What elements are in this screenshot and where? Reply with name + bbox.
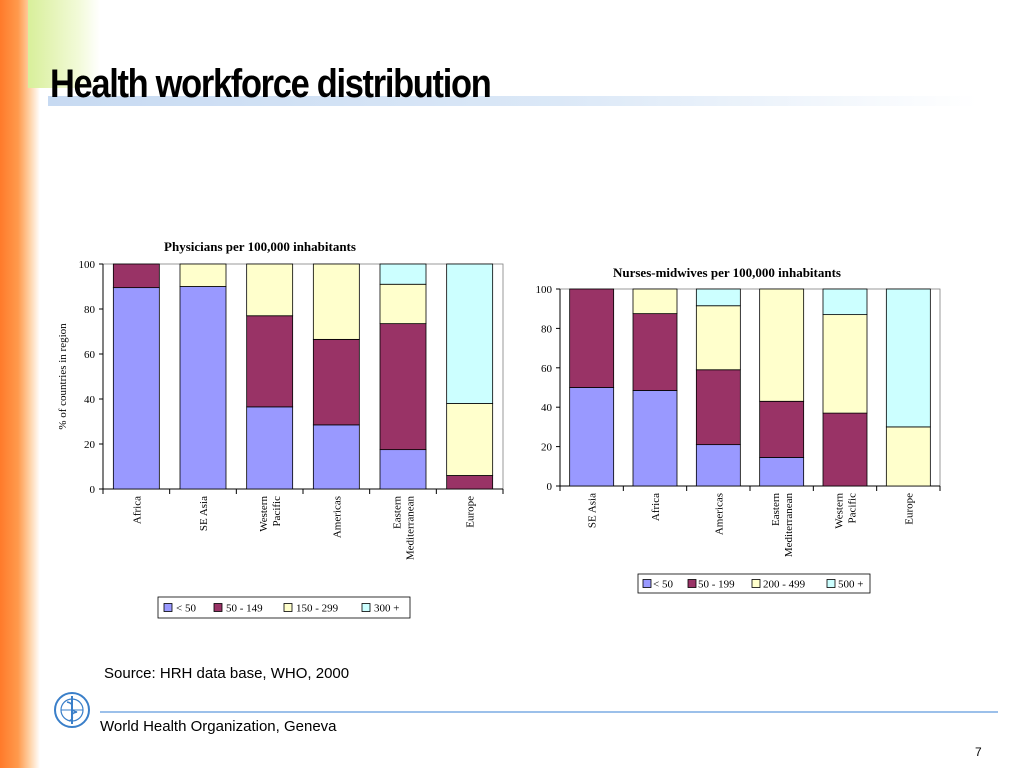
bar-segment	[112, 287, 160, 490]
slide-title: Health workforce distribution	[50, 62, 492, 106]
legend-swatch	[283, 603, 293, 612]
bar-segment	[822, 314, 868, 414]
bar-segment	[379, 449, 427, 490]
x-category-label: Eastern	[770, 493, 782, 526]
legend-swatch	[213, 603, 223, 612]
bar-segment	[246, 406, 294, 490]
x-category-label: Africa	[131, 496, 143, 524]
legend-swatch	[361, 603, 371, 612]
bar-segment	[446, 403, 494, 476]
legend-label: 500 +	[838, 579, 863, 591]
x-category-label: Pacific	[847, 493, 859, 524]
bar-segment	[695, 444, 741, 487]
bar-segment	[759, 400, 805, 458]
legend-label: 50 - 149	[226, 603, 263, 615]
bar-segment	[632, 390, 678, 487]
bar-segment	[885, 288, 931, 428]
nurses-chart: Nurses-midwives per 100,000 inhabitants 0…	[536, 265, 941, 594]
legend-swatch	[642, 579, 652, 588]
legend-swatch	[163, 603, 173, 612]
x-category-label: SE Asia	[587, 493, 599, 528]
bar-segment	[822, 288, 868, 316]
bar-segment	[312, 424, 360, 490]
legend-label: < 50	[176, 603, 196, 615]
y-tick-label: 80	[84, 304, 96, 316]
legend-label: 50 - 199	[698, 579, 735, 591]
legend-label: 300 +	[374, 603, 399, 615]
bar-segment	[759, 288, 805, 402]
bar-segment	[112, 263, 160, 289]
footer-organization: World Health Organization, Geneva	[100, 718, 337, 735]
x-category-label: Pacific	[271, 496, 283, 527]
top-decorative-block	[28, 0, 100, 88]
bar-segment	[695, 369, 741, 446]
x-category-label: Mediterranean	[783, 493, 795, 558]
bar-segment	[246, 315, 294, 408]
x-category-label: Americas	[331, 496, 343, 538]
x-category-label: Americas	[713, 493, 725, 535]
y-tick-label: 60	[541, 363, 553, 375]
y-tick-label: 0	[90, 484, 96, 496]
y-tick-label: 20	[541, 442, 553, 454]
bar-segment	[446, 263, 494, 404]
footer-divider	[100, 711, 998, 713]
legend-swatch	[687, 579, 697, 588]
bar-segment	[569, 288, 615, 388]
bar-segment	[312, 263, 360, 340]
y-tick-label: 100	[536, 284, 553, 296]
x-category-label: Europe	[903, 493, 915, 525]
title-underline-bar	[48, 96, 978, 106]
bar-segment	[379, 283, 427, 325]
x-category-label: Africa	[650, 493, 662, 521]
source-note: Source: HRH data base, WHO, 2000	[104, 665, 350, 682]
left-decorative-band	[0, 0, 40, 768]
plot-area	[102, 263, 504, 490]
chart-title: Nurses-midwives per 100,000 inhabitants	[613, 265, 841, 280]
bar-segment	[379, 263, 427, 285]
bar-segment	[246, 263, 294, 317]
y-tick-label: 80	[541, 323, 553, 335]
bar-segment	[379, 323, 427, 451]
x-category-label: Mediterranean	[405, 496, 417, 561]
bar-segment	[569, 387, 615, 487]
y-tick-label: 40	[84, 394, 96, 406]
plot-area	[559, 288, 941, 487]
bar-segment	[179, 263, 227, 287]
who-emblem-icon	[52, 690, 92, 735]
legend-swatch	[751, 579, 761, 588]
y-tick-label: 100	[79, 259, 96, 271]
bar-segment	[695, 305, 741, 371]
bar-segment	[446, 475, 494, 490]
page-number: 7	[975, 745, 982, 759]
bar-segment	[632, 313, 678, 391]
x-category-label: SE Asia	[198, 496, 210, 531]
legend-label: 150 - 299	[296, 603, 339, 615]
x-category-label: Europe	[465, 496, 477, 528]
x-category-label: Western	[834, 493, 846, 529]
legend-swatch	[826, 579, 836, 588]
physicians-chart: Physicians per 100,000 inhabitants 0 20 40 6…	[57, 239, 504, 619]
x-category-label: Eastern	[392, 496, 404, 529]
bar-segment	[822, 412, 868, 487]
bar-segment	[695, 288, 741, 307]
bar-segment	[312, 338, 360, 426]
y-tick-label: 20	[84, 439, 96, 451]
y-tick-label: 0	[547, 481, 553, 493]
legend-label: 200 - 499	[763, 579, 806, 591]
chart-title: Physicians per 100,000 inhabitants	[164, 239, 356, 254]
bar-segment	[759, 457, 805, 487]
y-tick-label: 40	[541, 402, 553, 414]
y-axis-label: % of countries in region	[57, 323, 69, 430]
legend-label: < 50	[653, 579, 673, 591]
bar-segment	[632, 288, 678, 315]
x-category-label: Western	[258, 496, 270, 532]
bar-segment	[179, 286, 227, 490]
bar-segment	[885, 426, 931, 487]
y-tick-label: 60	[84, 349, 96, 361]
